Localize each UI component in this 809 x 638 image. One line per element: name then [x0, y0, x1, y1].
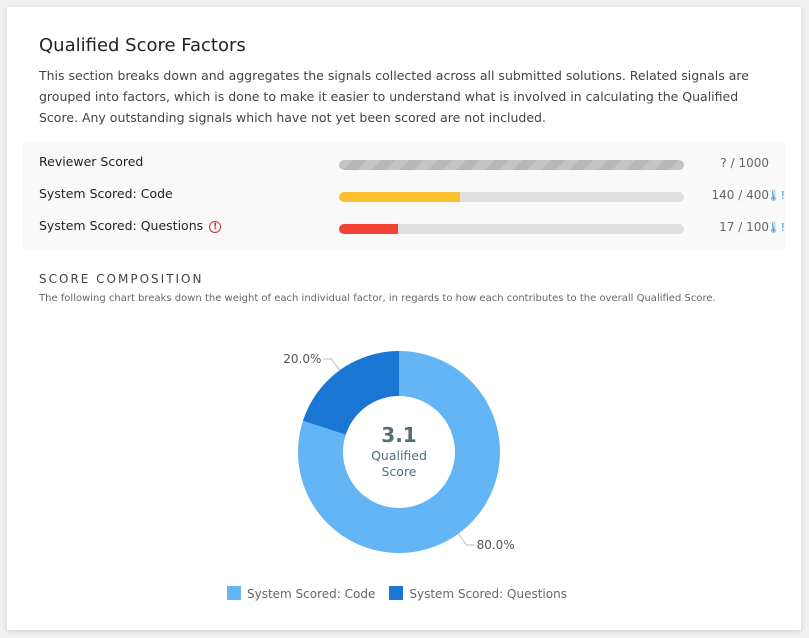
legend-label: System Scored: Questions [409, 587, 567, 601]
legend-swatch [227, 586, 241, 600]
factor-label: System Scored: Questions! [39, 218, 222, 233]
thermometer-alert-icon[interactable]: 🌡! [766, 189, 785, 202]
section-subtitle: The following chart breaks down the weig… [39, 293, 716, 304]
center-label: Qualified [371, 448, 427, 463]
donut-chart: 80.0% 20.0% 3.1 Qualified Score [283, 351, 515, 553]
slice-label: 80.0% [477, 538, 515, 552]
progress-fill [339, 160, 684, 170]
factor-label: Reviewer Scored [39, 154, 144, 169]
donut-slice-code[interactable] [298, 351, 501, 553]
factor-value: 17 / 100 [719, 220, 769, 234]
slice-label-leader [457, 533, 475, 546]
slice-label: 20.0% [283, 352, 321, 366]
legend-item-questions[interactable]: System Scored: Questions [389, 586, 567, 601]
score-factors-card: Qualified Score Factors This section bre… [7, 7, 801, 630]
center-label: Score [381, 464, 416, 479]
legend-swatch [389, 586, 404, 600]
center-value: 3.1 [381, 423, 416, 447]
section-heading: SCORE COMPOSITION [39, 272, 204, 286]
slice-label-leader [323, 358, 341, 371]
page-title: Qualified Score Factors [39, 35, 246, 56]
donut-slice-questions[interactable] [302, 351, 399, 435]
progress-bar [339, 192, 684, 202]
description: This section breaks down and aggregates … [39, 68, 749, 125]
chart-legend: System Scored: Code System Scored: Quest… [227, 586, 567, 601]
factors-panel: Reviewer Scored ? / 1000 System Scored: … [23, 142, 785, 250]
factor-row-questions: System Scored: Questions! 17 / 100 🌡! [39, 218, 785, 238]
thermometer-alert-icon[interactable]: 🌡! [766, 221, 785, 234]
factor-value: ? / 1000 [720, 156, 769, 170]
legend-item-code[interactable]: System Scored: Code [227, 586, 375, 601]
factor-value: 140 / 400 [711, 188, 769, 202]
factor-row-code: System Scored: Code 140 / 400 🌡! [39, 186, 785, 206]
factor-label-text: System Scored: Questions [39, 218, 204, 233]
progress-bar [339, 224, 684, 234]
legend-label: System Scored: Code [247, 587, 376, 601]
progress-fill [339, 224, 398, 234]
factor-label: System Scored: Code [39, 186, 173, 201]
factor-row-reviewer: Reviewer Scored ? / 1000 [39, 154, 785, 174]
progress-bar [339, 160, 684, 170]
exclamation-circle-icon[interactable]: ! [209, 221, 222, 233]
progress-fill [339, 192, 460, 202]
